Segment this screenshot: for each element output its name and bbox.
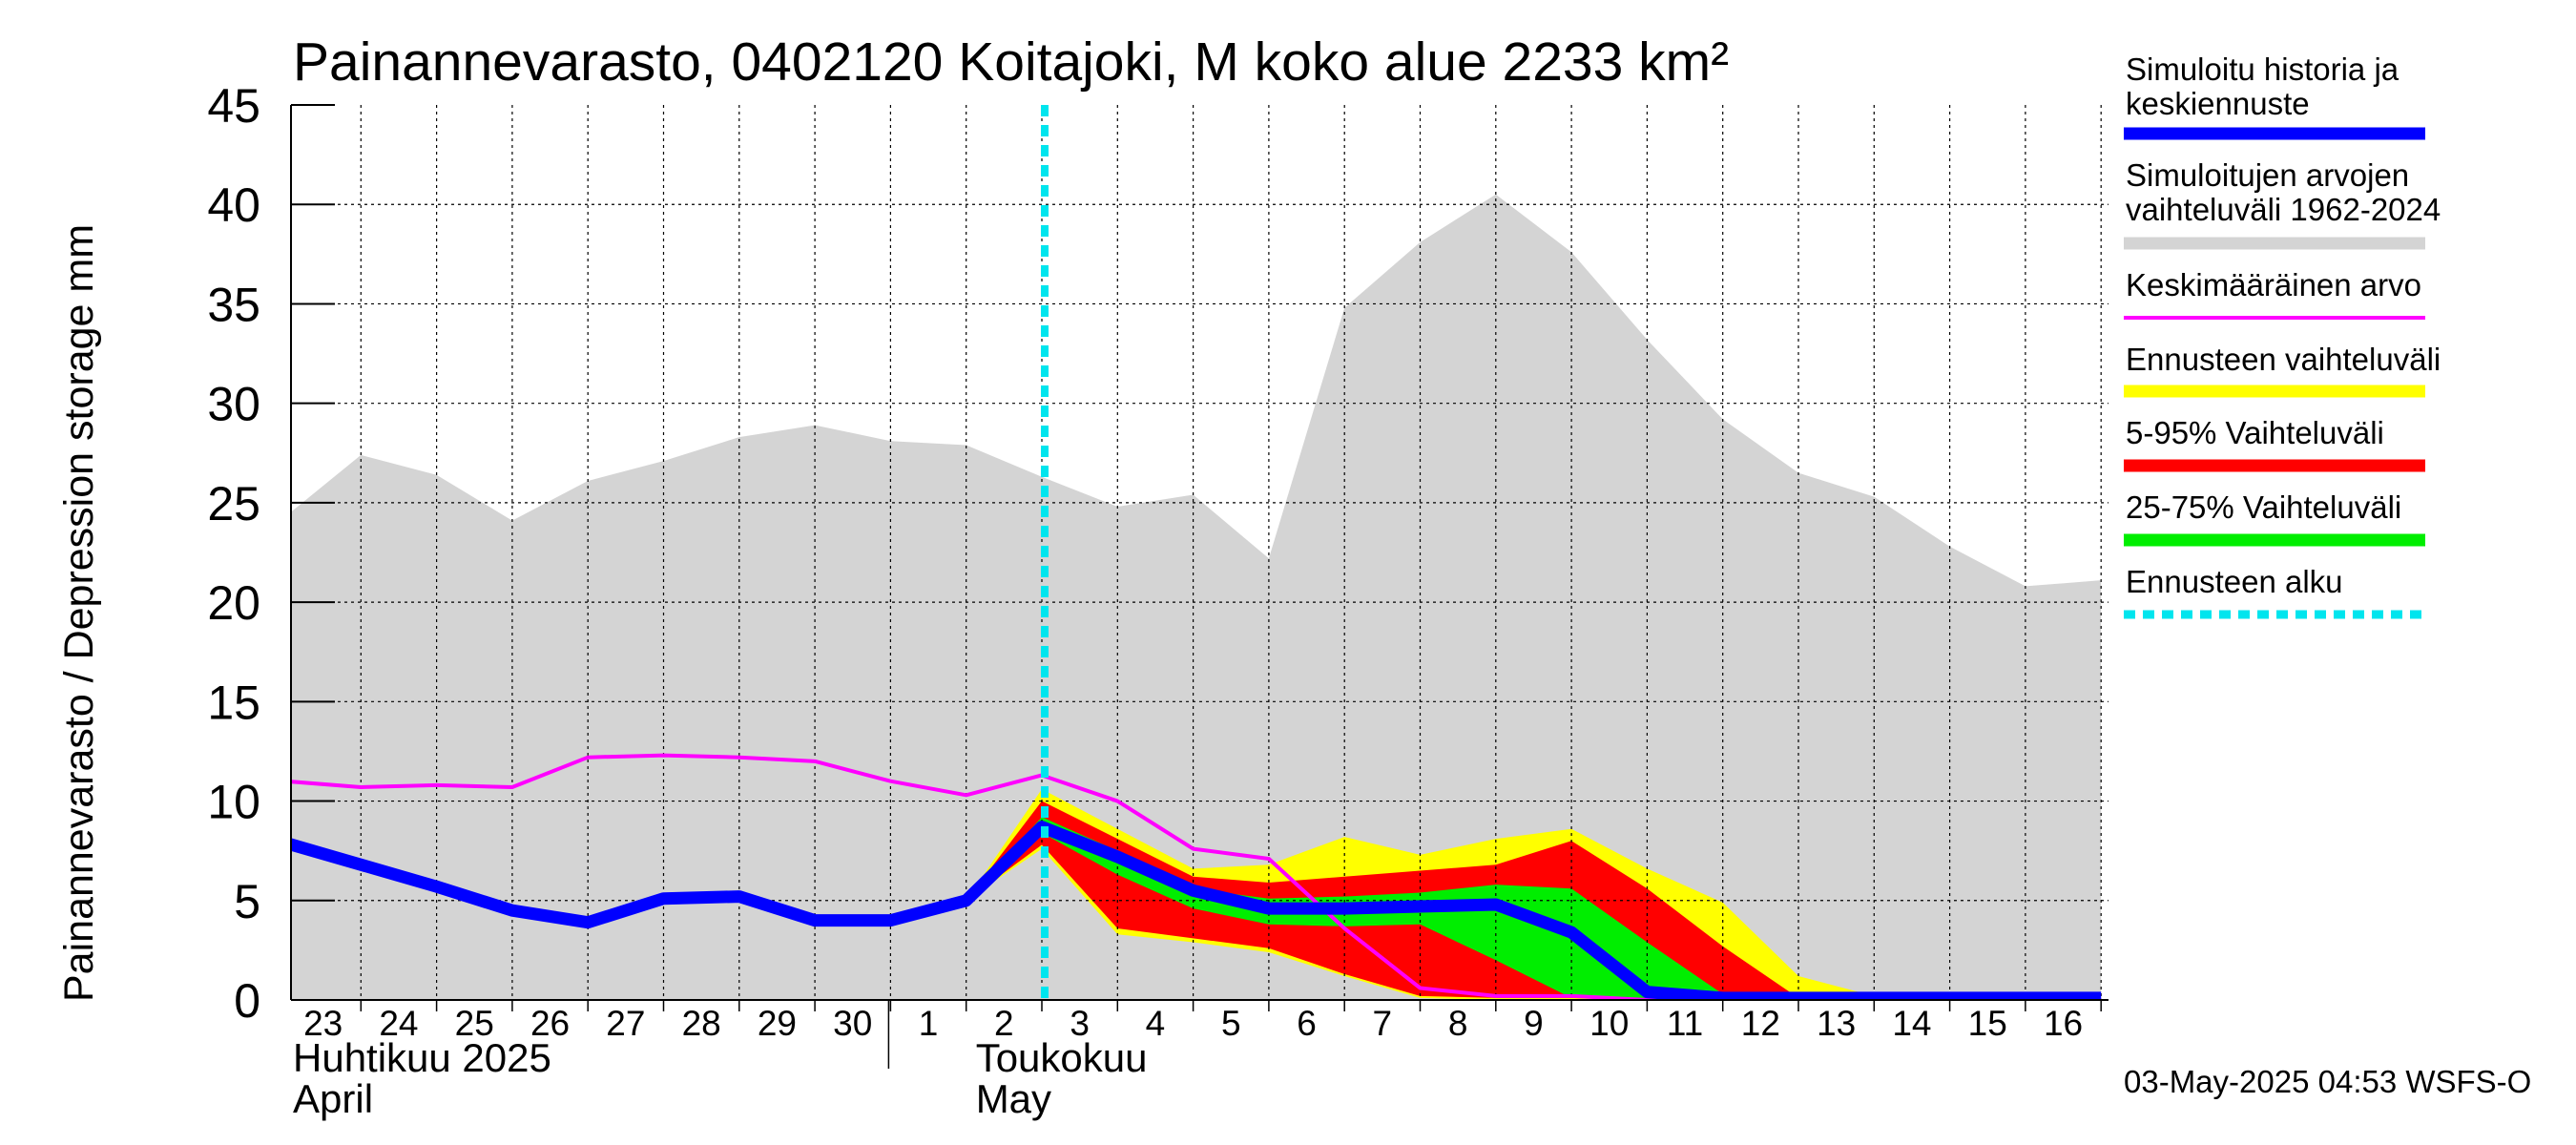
- mean-value-line: [291, 753, 2102, 1000]
- x-tick-label: 7: [1373, 1004, 1393, 1043]
- y-tick-label: 40: [207, 178, 260, 232]
- month-label-english: April: [293, 1076, 373, 1121]
- x-tick-label: 14: [1892, 1004, 1931, 1043]
- legend-label: Ennusteen vaihteluväli: [2126, 342, 2441, 377]
- x-tick-label: 12: [1741, 1004, 1780, 1043]
- x-tick-label: 25: [455, 1004, 494, 1043]
- x-tick-label: 26: [530, 1004, 570, 1043]
- x-tick-label: 11: [1667, 1004, 1703, 1043]
- x-tick-label: 8: [1448, 1004, 1468, 1043]
- month-label: Huhtikuu 2025: [293, 1035, 551, 1080]
- y-tick-label: 10: [207, 776, 260, 829]
- band-layer: [291, 194, 2102, 1000]
- x-tick-label: 1: [919, 1004, 939, 1043]
- y-tick-label: 15: [207, 676, 260, 729]
- legend-label: 5-95% Vaihteluväli: [2126, 415, 2384, 450]
- x-tick-label: 5: [1221, 1004, 1241, 1043]
- timestamp-footer: 03-May-2025 04:53 WSFS-O: [2124, 1064, 2531, 1099]
- legend-label: Ennusteen alku: [2126, 564, 2343, 599]
- legend-label: Simuloitujen arvojen vaihteluväli 1962-20…: [2126, 157, 2441, 227]
- grid-layer: [291, 105, 2109, 1000]
- forecast-25-75-band: [966, 817, 2102, 1000]
- history-range-band: [291, 194, 2102, 1000]
- y-tick-label: 45: [207, 79, 260, 133]
- y-tick-label: 25: [207, 477, 260, 531]
- x-tick-label: 10: [1589, 1004, 1629, 1043]
- x-tick-label: 27: [606, 1004, 645, 1043]
- x-tick-label: 9: [1524, 1004, 1544, 1043]
- x-tick-label: 13: [1817, 1004, 1856, 1043]
- month-label: Toukokuu: [976, 1035, 1148, 1080]
- month-label-english: May: [976, 1076, 1051, 1121]
- legend: Simuloitu historia ja keskiennuste Simuloi…: [2124, 52, 2441, 619]
- text-layer: Painannevarasto, 0402120 Koitajoki, M ko…: [56, 31, 2531, 1121]
- x-tick-label: 6: [1297, 1004, 1317, 1043]
- y-tick-label: 5: [234, 875, 260, 928]
- x-tick-label: 28: [682, 1004, 721, 1043]
- chart-title: Painannevarasto, 0402120 Koitajoki, M ko…: [293, 31, 1729, 93]
- y-tick-label: 30: [207, 378, 260, 431]
- x-tick-label: 29: [758, 1004, 797, 1043]
- axes-layer: [290, 104, 2109, 1069]
- x-tick-label: 16: [2044, 1004, 2083, 1043]
- x-tick-label: 23: [303, 1004, 343, 1043]
- legend-label: 25-75% Vaihteluväli: [2126, 489, 2401, 525]
- y-tick-label: 20: [207, 576, 260, 630]
- legend-label: Simuloitu historia ja keskiennuste: [2126, 52, 2399, 121]
- x-tick-label: 30: [833, 1004, 872, 1043]
- x-tick-label: 3: [1070, 1004, 1090, 1043]
- x-tick-label: 15: [1968, 1004, 2007, 1043]
- x-tick-label: 2: [994, 1004, 1014, 1043]
- legend-label: Keskimääräinen arvo: [2126, 267, 2421, 302]
- x-tick-label: 4: [1146, 1004, 1166, 1043]
- series-layer: [291, 105, 2102, 1000]
- y-tick-label: 0: [234, 974, 260, 1028]
- y-axis-label: Painannevarasto / Depression storage mm: [56, 224, 102, 1002]
- y-tick-label: 35: [207, 278, 260, 331]
- simulated-forecast-line: [291, 821, 2102, 1000]
- x-tick-label: 24: [379, 1004, 418, 1043]
